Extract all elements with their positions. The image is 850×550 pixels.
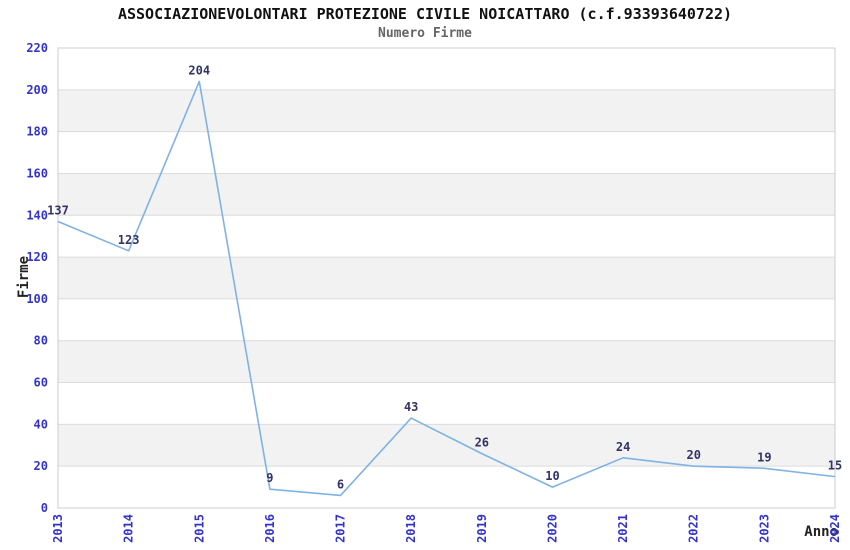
x-tick-label: 2015 [192,514,206,543]
chart-title: ASSOCIAZIONEVOLONTARI PROTEZIONE CIVILE … [117,5,733,23]
data-point-label: 20 [687,448,701,462]
y-tick-label: 180 [26,125,48,139]
data-point-label: 26 [475,436,489,450]
plot-band [58,424,835,467]
y-tick-label: 20 [34,459,48,473]
data-point-label: 6 [337,477,344,491]
data-point-label: 137 [47,204,69,218]
x-tick-label: 2020 [545,514,559,543]
y-tick-label: 100 [26,292,48,306]
data-point-label: 9 [266,471,273,485]
y-tick-label: 140 [26,208,48,222]
x-tick-label: 2022 [687,514,701,543]
data-point-label: 19 [757,450,771,464]
x-tick-label: 2014 [122,514,136,543]
x-tick-label: 2021 [616,514,630,543]
data-point-label: 24 [616,440,630,454]
y-tick-label: 160 [26,166,48,180]
plot-band [58,257,835,299]
data-point-label: 123 [118,233,140,247]
data-point-label: 204 [188,63,210,77]
x-tick-label: 2013 [51,514,65,543]
x-axis-title: Anno [804,524,838,540]
y-tick-label: 220 [26,41,48,55]
data-point-label: 43 [404,400,418,414]
y-tick-label: 80 [34,334,48,348]
x-tick-label: 2019 [475,514,489,543]
plot-band [58,173,835,216]
data-point-label: 10 [545,469,559,483]
plot-border [57,47,836,509]
x-tick-label: 2024 [828,514,842,543]
chart-subtitle: Numero Firme [378,26,472,41]
y-tick-label: 40 [34,417,48,431]
y-tick-label: 120 [26,250,48,264]
x-tick-label: 2017 [334,514,348,543]
x-tick-label: 2018 [404,514,418,543]
x-tick-label: 2023 [757,514,771,543]
line-series [57,80,836,497]
y-tick-label: 60 [34,376,48,390]
y-tick-label: 200 [26,83,48,97]
x-tick-label: 2016 [263,514,277,543]
data-point-label: 15 [828,459,842,473]
plot-band [58,89,835,132]
plot-band [58,340,835,383]
y-tick-label: 0 [41,501,48,515]
